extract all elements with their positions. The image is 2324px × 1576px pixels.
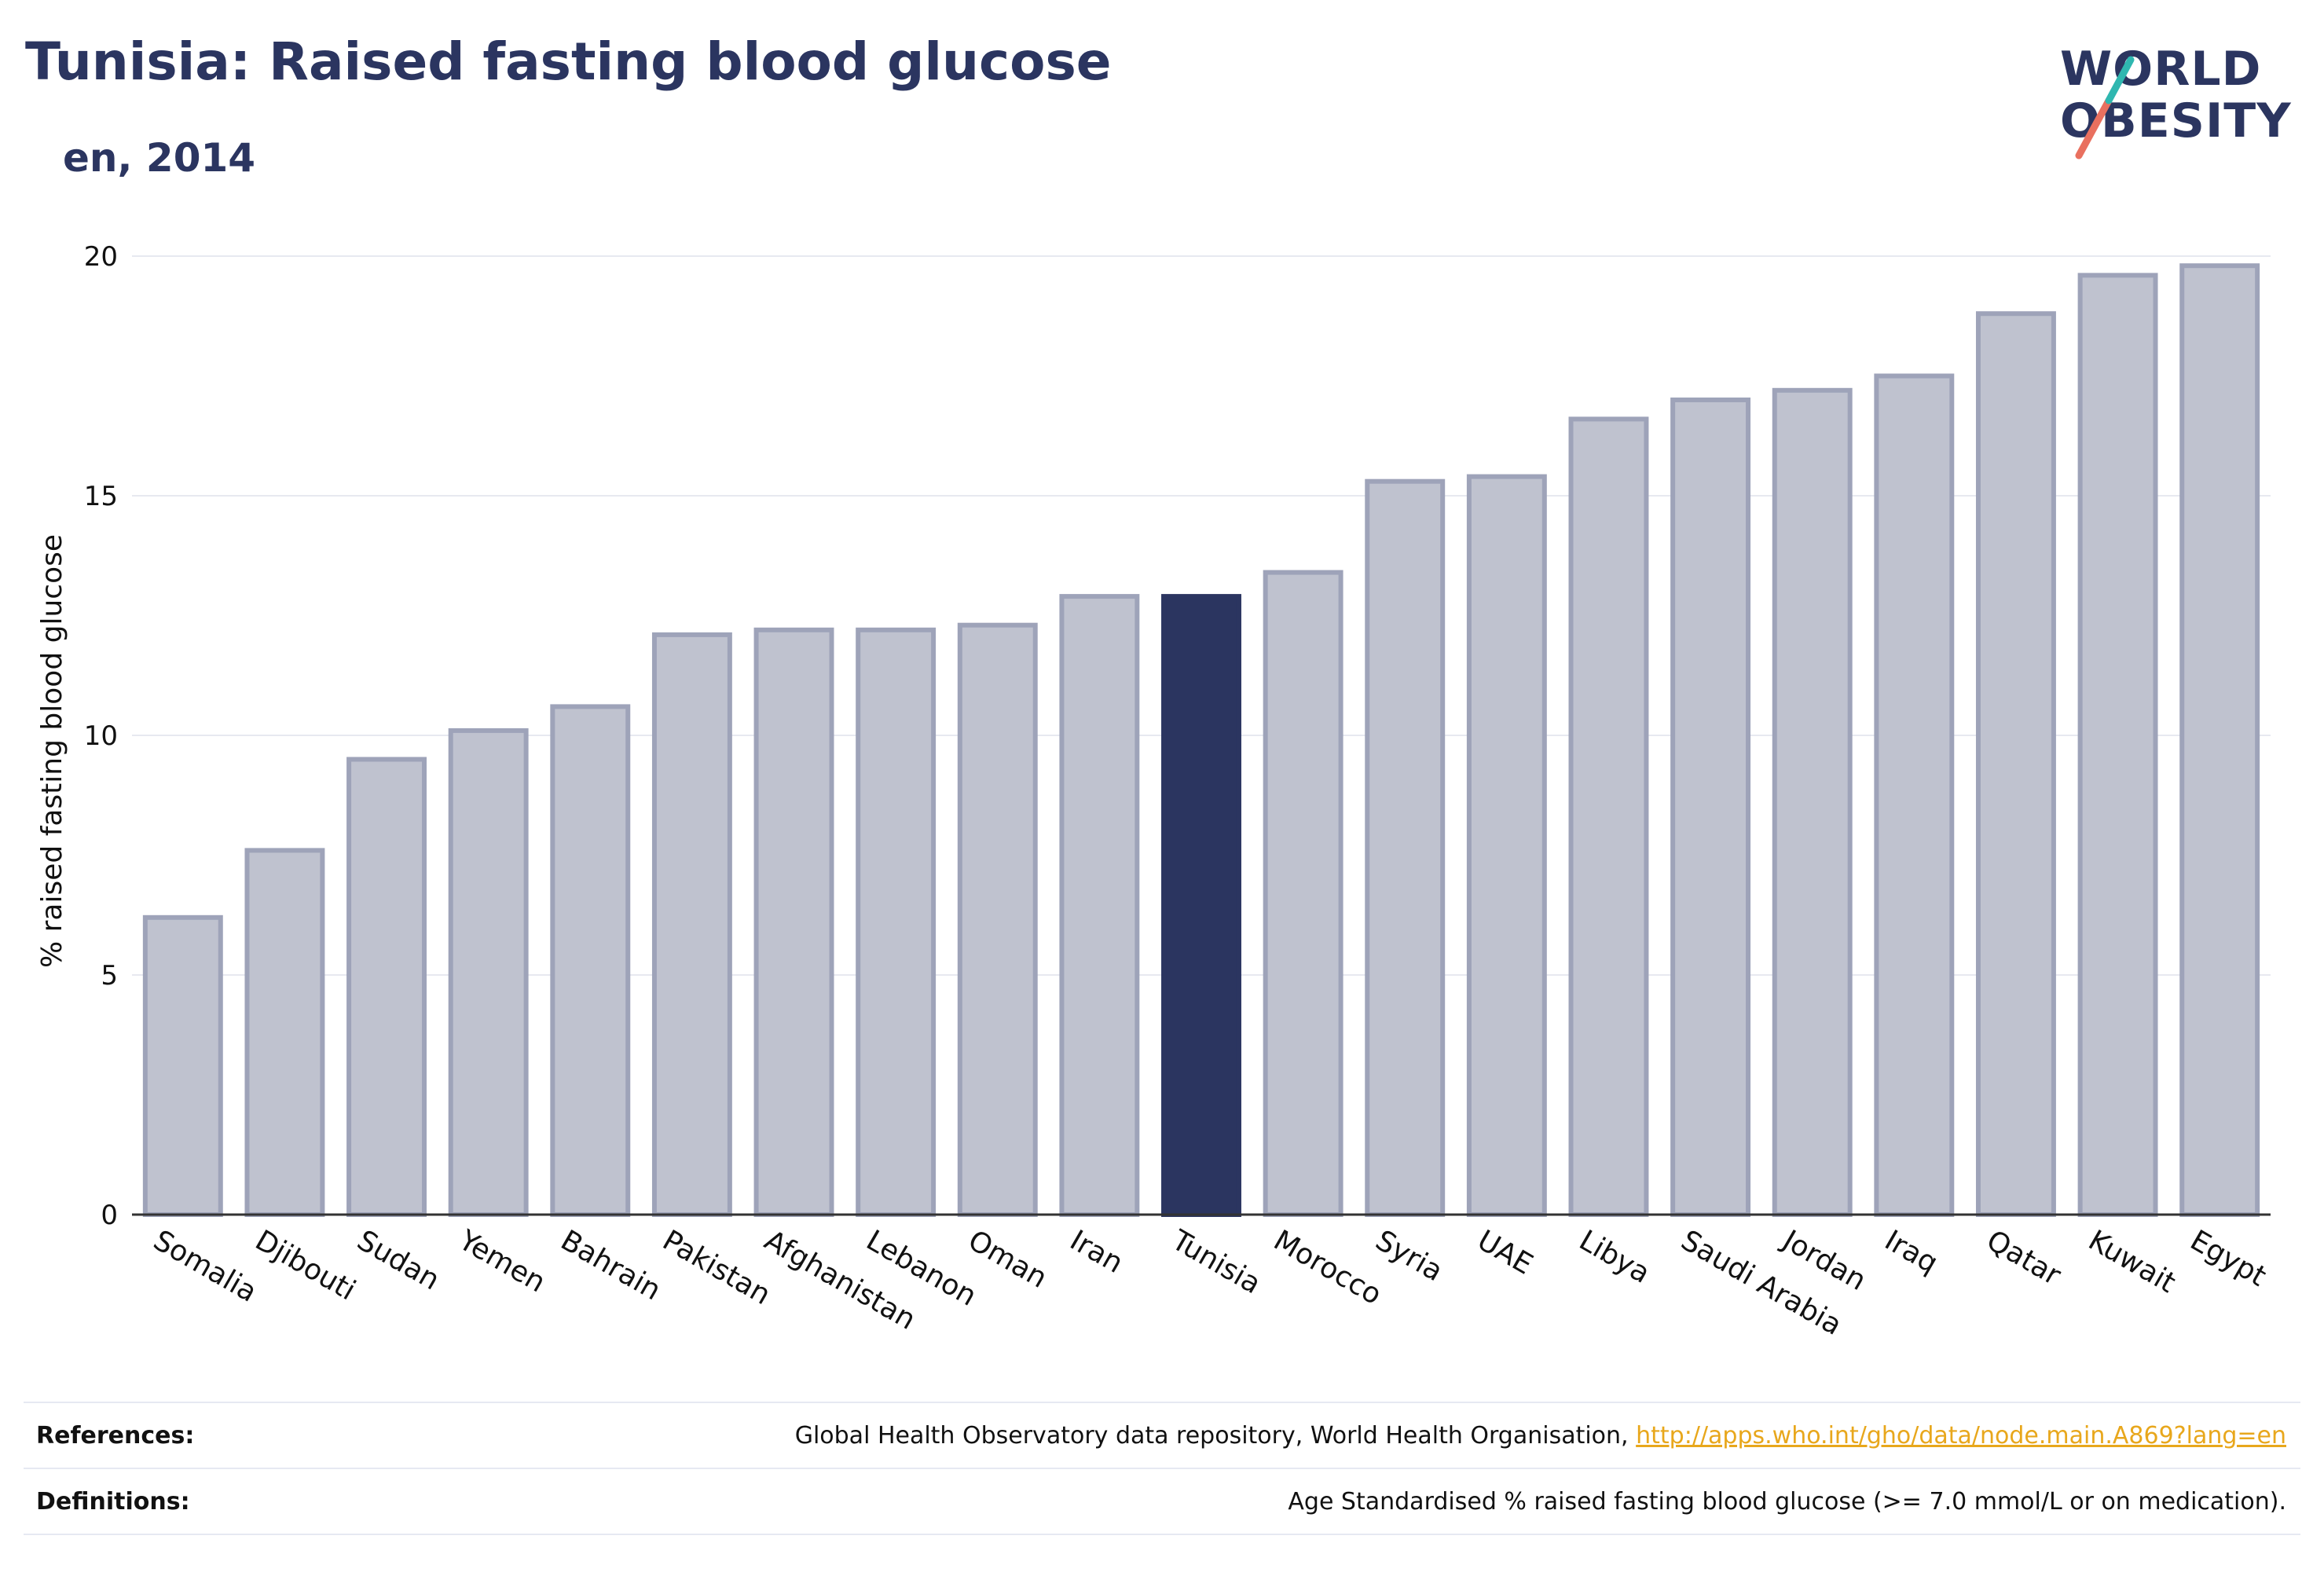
y-tick-label: 15 (84, 481, 118, 512)
references-label: References: (36, 1422, 195, 1450)
y-tick-label: 0 (101, 1200, 118, 1231)
bar-uae (1466, 474, 1547, 1218)
page-title: Tunisia: Raised fasting blood glucose (25, 31, 1112, 92)
bar-libya (1568, 416, 1649, 1217)
page-subtitle: en, 2014 (63, 135, 256, 181)
x-tick-label: UAE (1472, 1224, 1538, 1281)
y-tick-label: 5 (101, 960, 118, 991)
definitions-row: Definitions: Age Standardised % raised f… (24, 1468, 2300, 1535)
footer-divider (24, 1534, 2300, 1535)
x-tick-label: Libya (1574, 1224, 1655, 1290)
x-tick-label: Iran (1065, 1224, 1128, 1280)
x-tick-label: Iraq (1879, 1224, 1943, 1280)
bars (142, 263, 2260, 1218)
world-obesity-logo: WORLD OBESITY (2043, 39, 2310, 165)
bar-jordan (1772, 387, 1853, 1217)
x-tick-label: Kuwait (2083, 1224, 2181, 1299)
y-tick-label: 10 (84, 720, 118, 752)
logo-slash-icon (2075, 56, 2135, 159)
bar-egypt (2179, 263, 2260, 1218)
definitions-label: Definitions: (36, 1488, 190, 1516)
x-tick-label: Bahrain (555, 1224, 666, 1307)
bar-lebanon (856, 627, 937, 1217)
bar-qatar (1975, 311, 2056, 1218)
bar-pakistan (651, 632, 732, 1217)
bar-syria (1365, 478, 1446, 1217)
x-tick-label: Somalia (148, 1224, 262, 1309)
bar-djibouti (244, 848, 325, 1218)
bar-oman (957, 622, 1038, 1217)
bar-saudi-arabia (1670, 398, 1751, 1217)
bar-tunisia (1161, 594, 1241, 1218)
bar-somalia (142, 914, 223, 1217)
x-tick-label: Sudan (352, 1224, 445, 1296)
references-value: Global Health Observatory data repositor… (795, 1422, 2286, 1450)
bar-kuwait (2077, 273, 2158, 1217)
x-tick-label: Djibouti (250, 1224, 361, 1307)
bar-morocco (1263, 570, 1343, 1218)
definitions-text: Age Standardised % raised fasting blood … (1288, 1488, 2286, 1516)
x-tick-label: Egypt (2185, 1224, 2271, 1292)
logo-line1: WORLD (2060, 42, 2262, 97)
bar-afghanistan (753, 627, 834, 1217)
bar-chart: 0 5 10 15 20 % raised fasting blood glucose So… (36, 241, 2271, 1342)
references-row: References: Global Health Observatory da… (24, 1402, 2300, 1469)
bar-iraq (1874, 373, 1955, 1217)
references-text: Global Health Observatory data repositor… (794, 1422, 1629, 1450)
x-tick-label: Tunisia (1166, 1224, 1266, 1300)
x-tick-label: Morocco (1268, 1224, 1387, 1311)
references-link[interactable]: http://apps.who.int/gho/data/node.main.A… (1636, 1422, 2286, 1450)
bar-sudan (346, 757, 427, 1217)
x-tick-label: Pakistan (657, 1224, 775, 1311)
y-axis-title: % raised fasting blood glucose (36, 534, 68, 968)
bar-bahrain (550, 704, 631, 1217)
y-tick-label: 20 (84, 241, 118, 273)
bar-iran (1059, 594, 1140, 1218)
x-tick-label: Syria (1370, 1224, 1448, 1288)
bar-yemen (448, 728, 529, 1217)
x-tick-label: Qatar (1981, 1224, 2066, 1292)
x-tick-label: Yemen (453, 1224, 551, 1299)
